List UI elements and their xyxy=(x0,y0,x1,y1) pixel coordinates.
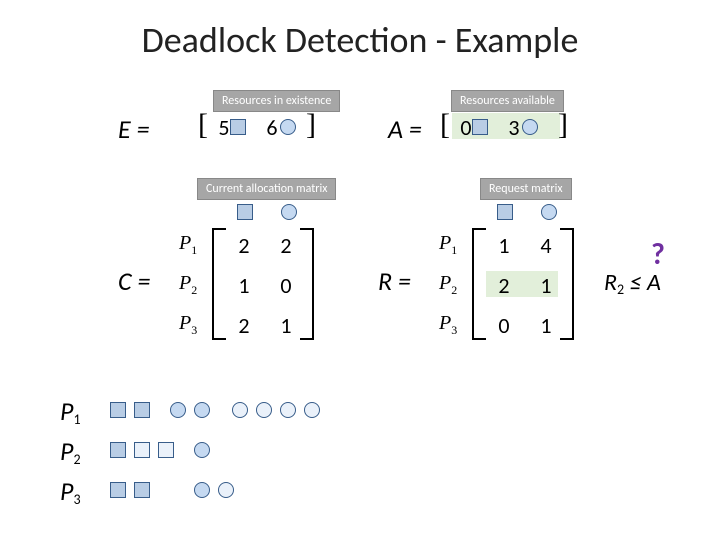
proc-P1: P1 xyxy=(60,395,81,428)
R-1-1: 1 xyxy=(534,272,558,299)
circle-icon xyxy=(256,402,272,418)
square-icon xyxy=(472,119,488,135)
proc-P2: P2 xyxy=(60,435,81,468)
C-0-0: 2 xyxy=(232,232,256,259)
bracket-A-right: ] xyxy=(558,108,568,142)
circle-icon xyxy=(218,482,234,498)
badge-available: Resources available xyxy=(451,90,564,112)
square-icon xyxy=(110,442,126,458)
C-2-1: 1 xyxy=(274,312,298,339)
circle-icon xyxy=(522,119,538,135)
bracket-R-left xyxy=(472,228,486,340)
row-label: P3 xyxy=(439,312,457,338)
bracket-C-left xyxy=(212,228,226,340)
badge-existence: Resources in existence xyxy=(213,90,340,112)
square-icon xyxy=(237,204,253,220)
badge-request: Request matrix xyxy=(480,178,572,200)
square-icon xyxy=(110,482,126,498)
label-A: A = xyxy=(388,113,422,145)
C-1-1: 0 xyxy=(274,272,298,299)
bracket-C-right xyxy=(300,228,314,340)
row-label: P1 xyxy=(439,232,457,258)
bracket-E-right: ] xyxy=(306,108,316,142)
row-label: P1 xyxy=(179,232,197,258)
row-label: P2 xyxy=(439,272,457,298)
square-icon xyxy=(134,482,150,498)
slide-title: Deadlock Detection - Example xyxy=(0,18,720,62)
R-1-0: 2 xyxy=(492,272,516,299)
badge-alloc: Current allocation matrix xyxy=(197,178,336,200)
bracket-E-left: [ xyxy=(198,108,208,142)
square-icon xyxy=(134,442,150,458)
circle-icon xyxy=(281,204,297,220)
square-icon xyxy=(230,119,246,135)
row-label: P3 xyxy=(179,312,197,338)
R-0-0: 1 xyxy=(492,232,516,259)
bracket-R-right xyxy=(560,228,574,340)
bracket-A-left: [ xyxy=(440,108,450,142)
circle-icon xyxy=(194,402,210,418)
circle-icon xyxy=(194,442,210,458)
label-R: R = xyxy=(378,265,411,297)
circle-icon xyxy=(280,119,296,135)
circle-icon xyxy=(194,482,210,498)
square-icon xyxy=(134,402,150,418)
square-icon xyxy=(158,442,174,458)
circle-icon xyxy=(541,204,557,220)
square-icon xyxy=(497,204,513,220)
square-icon xyxy=(110,402,126,418)
label-C: C = xyxy=(118,265,150,297)
R-2-1: 1 xyxy=(534,312,558,339)
circle-icon xyxy=(170,402,186,418)
circle-icon xyxy=(304,402,320,418)
label-E: E = xyxy=(118,113,150,145)
R-2-0: 0 xyxy=(492,312,516,339)
condition-text: R2 ≤ A xyxy=(604,268,661,298)
C-2-0: 2 xyxy=(232,312,256,339)
circle-icon xyxy=(280,402,296,418)
circle-icon xyxy=(232,402,248,418)
C-0-1: 2 xyxy=(274,232,298,259)
proc-P3: P3 xyxy=(60,475,81,508)
C-1-0: 1 xyxy=(232,272,256,299)
R-0-1: 4 xyxy=(534,232,558,259)
row-label: P2 xyxy=(179,272,197,298)
